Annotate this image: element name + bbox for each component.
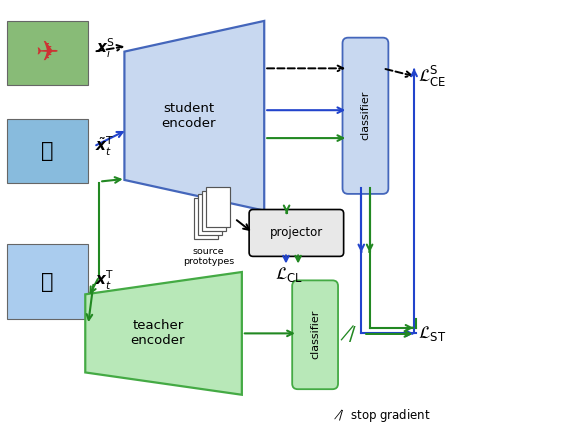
Text: 🚢: 🚢 — [41, 141, 53, 161]
Text: classifier: classifier — [360, 91, 370, 141]
Text: projector: projector — [270, 226, 323, 240]
Polygon shape — [85, 272, 242, 395]
Text: $\boldsymbol{x}_i^{\mathrm{S}}$: $\boldsymbol{x}_i^{\mathrm{S}}$ — [97, 37, 115, 60]
Text: 🚢: 🚢 — [41, 272, 53, 292]
FancyBboxPatch shape — [7, 119, 88, 183]
FancyBboxPatch shape — [206, 187, 229, 227]
Text: $\not\!\!/$  stop gradient: $\not\!\!/$ stop gradient — [334, 407, 431, 424]
Text: $\tilde{\boldsymbol{x}}_t^{\mathrm{T}}$: $\tilde{\boldsymbol{x}}_t^{\mathrm{T}}$ — [96, 135, 115, 158]
FancyBboxPatch shape — [7, 21, 88, 85]
Polygon shape — [124, 21, 264, 211]
Text: $\mathcal{L}_{\mathrm{CL}}$: $\mathcal{L}_{\mathrm{CL}}$ — [275, 265, 303, 284]
Text: student
encoder: student encoder — [161, 102, 216, 130]
Text: classifier: classifier — [310, 310, 320, 360]
FancyBboxPatch shape — [202, 191, 225, 231]
Text: $\boldsymbol{x}_t^{\mathrm{T}}$: $\boldsymbol{x}_t^{\mathrm{T}}$ — [96, 269, 115, 292]
FancyBboxPatch shape — [292, 280, 338, 389]
FancyBboxPatch shape — [342, 38, 388, 194]
Text: $\not\!\!/$: $\not\!\!/$ — [340, 323, 356, 344]
Text: $\mathcal{L}_{\mathrm{CE}}^{\mathrm{S}}$: $\mathcal{L}_{\mathrm{CE}}^{\mathrm{S}}$ — [418, 64, 446, 89]
FancyBboxPatch shape — [198, 194, 222, 235]
FancyBboxPatch shape — [194, 198, 218, 239]
Text: source
prototypes: source prototypes — [183, 247, 234, 266]
FancyBboxPatch shape — [249, 209, 343, 256]
Text: teacher
encoder: teacher encoder — [131, 319, 185, 347]
FancyBboxPatch shape — [7, 244, 88, 319]
Text: ✈: ✈ — [35, 39, 59, 67]
Text: $\mathcal{L}_{\mathrm{ST}}$: $\mathcal{L}_{\mathrm{ST}}$ — [418, 324, 446, 343]
